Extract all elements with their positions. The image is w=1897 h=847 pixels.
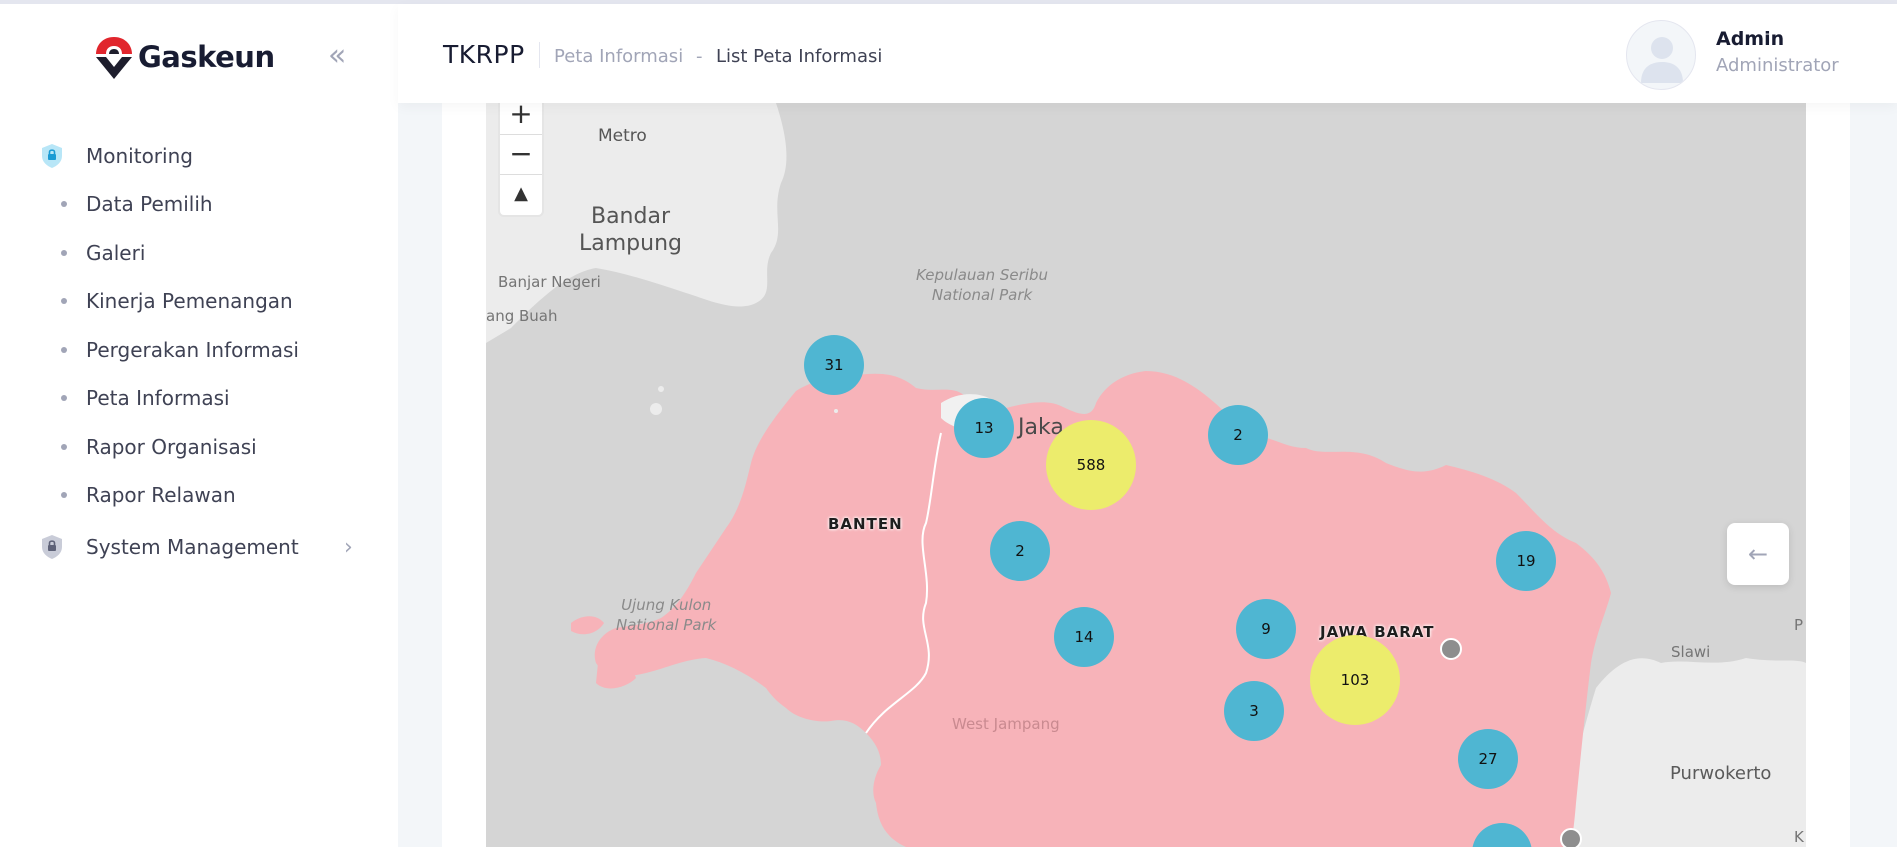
- map-marker[interactable]: [1560, 828, 1582, 847]
- map-cluster[interactable]: 3: [1224, 681, 1284, 741]
- map-cluster[interactable]: 14: [1054, 607, 1114, 667]
- sidebar-item-label: Rapor Relawan: [86, 483, 236, 507]
- user-role: Administrator: [1716, 55, 1839, 76]
- shield-lock-icon: [42, 535, 62, 559]
- sidebar-item-kinerja-pemenangan[interactable]: Kinerja Pemenangan: [0, 279, 398, 323]
- map-label-line: National Park: [931, 286, 1033, 304]
- map-cluster[interactable]: 13: [954, 398, 1014, 458]
- sidebar-item-label: Galeri: [86, 241, 146, 265]
- map-label-kota-agung: ang Buah: [486, 307, 558, 325]
- sidebar-item-data-pemilih[interactable]: Data Pemilih: [0, 182, 398, 226]
- map-label-line: Lampung: [579, 231, 682, 256]
- avatar[interactable]: [1626, 20, 1696, 90]
- map-label-edge-p: P: [1794, 616, 1804, 634]
- breadcrumb-current: List Peta Informasi: [716, 46, 883, 67]
- chevron-right-icon: ›: [344, 534, 353, 560]
- bullet-icon: [61, 250, 67, 256]
- map-label-line: Ujung Kulon: [621, 596, 712, 614]
- zoom-in-button[interactable]: +: [500, 103, 542, 135]
- breadcrumb-separator: -: [696, 46, 703, 67]
- map-label-slawi: Slawi: [1671, 643, 1711, 661]
- sidebar-item-label: Data Pemilih: [86, 192, 213, 216]
- map-view[interactable]: Metro Bandar Lampung Banjar Negeri ang Bu…: [486, 103, 1806, 847]
- shield-lock-icon: [42, 144, 62, 168]
- content-edge: [1806, 103, 1850, 847]
- sidebar-item-system-management[interactable]: System Management ›: [0, 525, 398, 569]
- bullet-icon: [61, 492, 67, 498]
- map-label-west-jampang: West Jampang: [952, 715, 1060, 733]
- map-cluster[interactable]: 103: [1310, 635, 1400, 725]
- map-label-banten: BANTEN: [828, 515, 903, 533]
- bullet-icon: [61, 201, 67, 207]
- bullet-icon: [61, 444, 67, 450]
- page-header: TKRPP Peta Informasi - List Peta Informa…: [398, 4, 1897, 103]
- sidebar-item-pergerakan-informasi[interactable]: Pergerakan Informasi: [0, 328, 398, 372]
- map-base: [486, 103, 1806, 847]
- breadcrumb-item[interactable]: Peta Informasi: [554, 46, 684, 67]
- map-cluster[interactable]: 31: [804, 335, 864, 395]
- map-label-bandar-lampung: Bandar Lampung: [579, 203, 682, 257]
- map-cluster[interactable]: 27: [1458, 729, 1518, 789]
- brand-logo[interactable]: Gaskeun: [92, 32, 275, 82]
- zoom-out-button[interactable]: −: [500, 135, 542, 175]
- map-label-line: Bandar: [590, 204, 670, 229]
- user-name[interactable]: Admin: [1716, 28, 1785, 50]
- double-chevron-left-icon: «: [328, 38, 347, 73]
- sidebar-item-monitoring[interactable]: Monitoring: [0, 134, 398, 178]
- top-border: [0, 0, 1897, 4]
- sidebar-item-label: Rapor Organisasi: [86, 435, 257, 459]
- bullet-icon: [61, 298, 67, 304]
- map-cluster[interactable]: 588: [1046, 420, 1136, 510]
- user-icon: [1641, 37, 1683, 83]
- map-label-banjar-negeri: Banjar Negeri: [498, 273, 601, 291]
- map-marker[interactable]: [1440, 638, 1462, 660]
- sidebar-item-label: System Management: [86, 535, 299, 559]
- sidebar-item-label: Monitoring: [86, 144, 193, 168]
- page-title: TKRPP: [443, 40, 525, 69]
- map-cluster[interactable]: 2: [990, 521, 1050, 581]
- sidebar-item-rapor-relawan[interactable]: Rapor Relawan: [0, 473, 398, 517]
- gaskeun-logo-icon: [96, 37, 132, 79]
- header-divider: [539, 42, 540, 68]
- sidebar-item-label: Peta Informasi: [86, 386, 230, 410]
- sidebar-item-peta-informasi[interactable]: Peta Informasi: [0, 376, 398, 420]
- map-label-seribu-park: Kepulauan Seribu National Park: [916, 265, 1048, 305]
- map-cluster[interactable]: 19: [1496, 531, 1556, 591]
- panel-toggle-button[interactable]: ←: [1727, 523, 1789, 585]
- map-label-purwokerto: Purwokerto: [1670, 763, 1772, 784]
- compass-button[interactable]: ▲: [514, 183, 528, 204]
- sidebar-item-label: Kinerja Pemenangan: [86, 289, 293, 313]
- map-label-line: Kepulauan Seribu: [916, 266, 1049, 284]
- bullet-icon: [61, 395, 67, 401]
- map-cluster[interactable]: 2: [1208, 405, 1268, 465]
- sidebar: Gaskeun « Monitoring Data Pemilih Galeri…: [0, 4, 398, 847]
- sidebar-collapse-button[interactable]: «: [328, 41, 358, 71]
- sidebar-item-label: Pergerakan Informasi: [86, 338, 299, 362]
- map-cluster[interactable]: 9: [1236, 599, 1296, 659]
- arrow-left-icon: ←: [1747, 540, 1769, 568]
- sidebar-item-galeri[interactable]: Galeri: [0, 231, 398, 275]
- sidebar-item-rapor-organisasi[interactable]: Rapor Organisasi: [0, 425, 398, 469]
- map-label-line: National Park: [616, 616, 717, 634]
- map-zoom-control: + − ▲: [498, 103, 544, 217]
- bullet-icon: [61, 347, 67, 353]
- map-label-metro: Metro: [598, 126, 647, 146]
- brand-name: Gaskeun: [138, 40, 275, 74]
- map-label-ujung-kulon-park: Ujung Kulon National Park: [616, 595, 716, 635]
- map-label-edge-k: K: [1794, 828, 1804, 846]
